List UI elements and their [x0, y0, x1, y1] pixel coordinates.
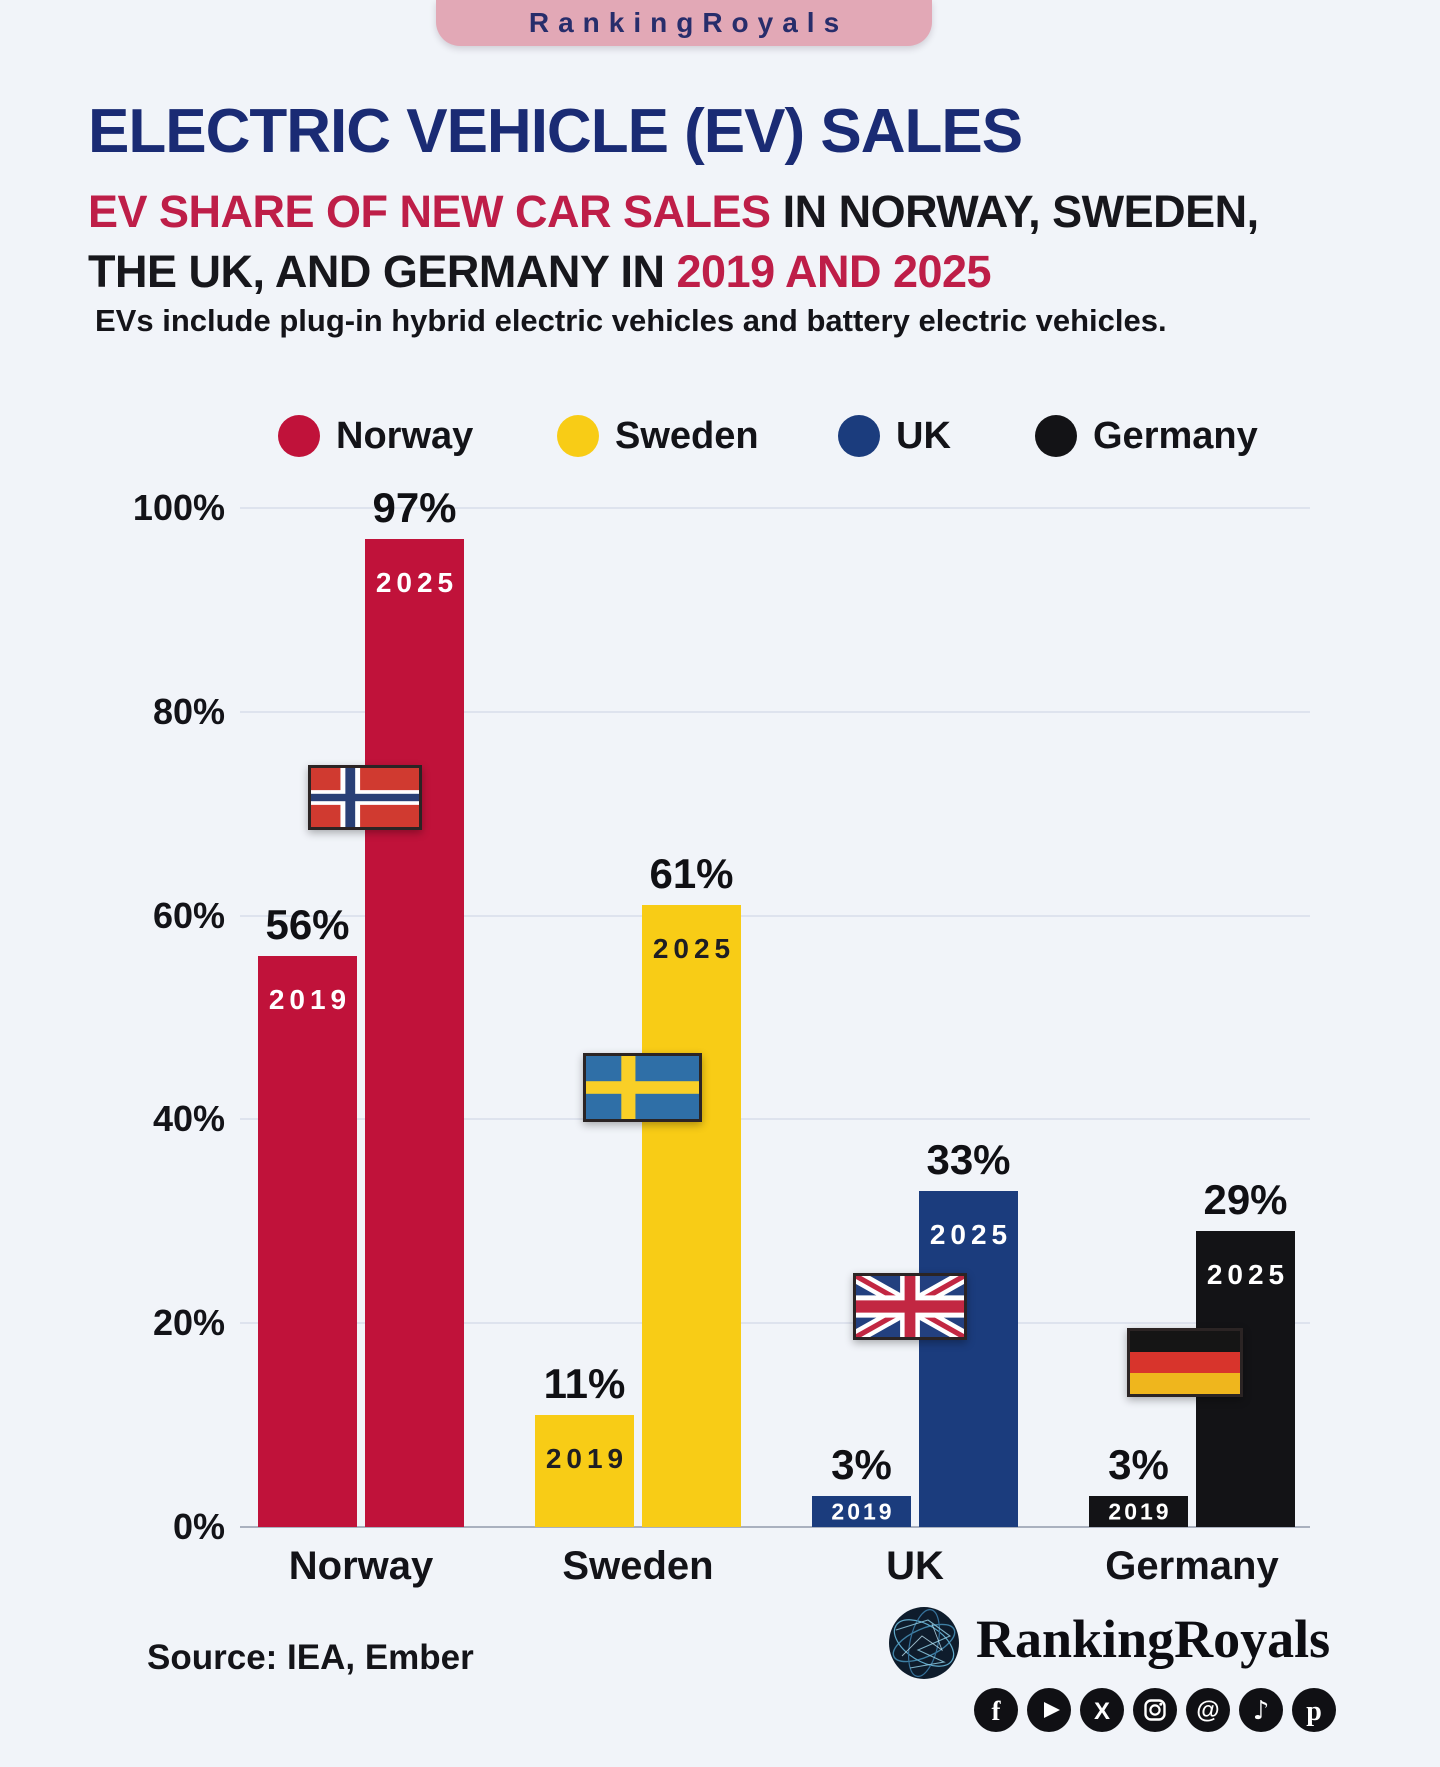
svg-text:p: p	[1306, 1696, 1322, 1727]
bar-year-label: 2019	[268, 984, 352, 1015]
bar-year-label: 2025	[375, 567, 459, 598]
social-links: f X @ ♪ p	[974, 1688, 1336, 1732]
globe-logo-graphic	[889, 1607, 959, 1679]
uk-flag-graphic	[856, 1276, 964, 1337]
source-note: Source: IEA, Ember	[147, 1638, 474, 1677]
bar-sweden-2025: 2025	[642, 905, 741, 1527]
sweden-flag-icon	[583, 1053, 702, 1122]
bar-year-label: 2025	[652, 933, 736, 964]
svg-text:♪: ♪	[1253, 1696, 1270, 1726]
bar-norway-2019: 2019	[258, 956, 357, 1527]
gridline-40	[240, 1118, 1310, 1120]
x-axis-label-norway: Norway	[288, 1544, 434, 1588]
legend-label: Norway	[336, 415, 474, 457]
gridline-100	[240, 507, 1310, 509]
gridline-0	[240, 1526, 1310, 1528]
page-title: ELECTRIC VEHICLE (EV) SALES	[88, 97, 1023, 166]
y-tick-label-80: 80%	[152, 691, 225, 732]
facebook-icon[interactable]: f	[974, 1688, 1018, 1732]
youtube-icon[interactable]	[1027, 1688, 1071, 1732]
x-axis-label-uk: UK	[886, 1544, 944, 1588]
bar-year-label: 2019	[545, 1443, 629, 1474]
globe-logo-icon	[888, 1606, 960, 1680]
bar-value-label-uk-2019: 3%	[831, 1441, 892, 1488]
bar-sweden-2019: 2019	[535, 1415, 634, 1527]
threads-icon[interactable]: @	[1186, 1688, 1230, 1732]
y-tick-label-40: 40%	[152, 1098, 225, 1139]
bar-year-label: 2019	[831, 1498, 895, 1524]
y-tick-label-60: 60%	[152, 895, 225, 936]
bar-uk-2019: 2019	[812, 1496, 911, 1527]
subtitle-highlight-2: 2019 AND 2025	[676, 246, 992, 297]
legend-label: UK	[896, 415, 951, 457]
x-icon[interactable]: X	[1080, 1688, 1124, 1732]
bar-germany-2019: 2019	[1089, 1496, 1188, 1527]
brand-wordmark: RankingRoyals	[976, 1609, 1331, 1669]
subtitle-line-2: THE UK, AND GERMANY IN 2019 AND 2025	[88, 246, 992, 297]
norway-flag-graphic	[311, 768, 419, 827]
bar-value-label-germany-2019: 3%	[1108, 1441, 1169, 1488]
svg-text:f: f	[992, 1696, 1002, 1726]
germany-flag-icon	[1127, 1328, 1243, 1397]
bar-value-label-norway-2025: 97%	[372, 484, 457, 531]
legend-swatch-norway	[278, 415, 320, 457]
subtitle-highlight-1: EV SHARE OF NEW CAR SALES	[88, 186, 771, 237]
legend-item-sweden: Sweden	[557, 414, 759, 458]
y-tick-label-20: 20%	[152, 1302, 225, 1343]
uk-flag-icon	[853, 1273, 967, 1340]
legend-swatch-sweden	[557, 415, 599, 457]
bar-year-label: 2019	[1108, 1498, 1172, 1524]
subtitle-line-1: EV SHARE OF NEW CAR SALES IN NORWAY, SWE…	[88, 186, 1259, 237]
gridline-20	[240, 1322, 1310, 1324]
bar-year-label: 2025	[1206, 1259, 1290, 1290]
bar-value-label-sweden-2019: 11%	[543, 1360, 626, 1407]
bar-uk-2025: 2025	[919, 1191, 1018, 1527]
legend-item-norway: Norway	[278, 414, 473, 458]
gridline-60	[240, 915, 1310, 917]
bar-norway-2025: 2025	[365, 539, 464, 1527]
x-axis-label-germany: Germany	[1105, 1544, 1279, 1588]
germany-flag-graphic	[1130, 1331, 1240, 1394]
y-tick-label-0: 0%	[172, 1506, 225, 1547]
bar-year-label: 2025	[929, 1219, 1013, 1250]
bar-value-label-germany-2025: 29%	[1203, 1176, 1288, 1223]
svg-text:@: @	[1196, 1697, 1219, 1724]
y-tick-label-100: 100%	[132, 487, 225, 528]
norway-flag-icon	[308, 765, 422, 830]
subtitle-plain-1: IN NORWAY, SWEDEN,	[770, 186, 1260, 237]
bar-value-label-norway-2019: 56%	[265, 901, 350, 948]
svg-text:X: X	[1094, 1698, 1110, 1725]
tiktok-icon[interactable]: ♪	[1239, 1688, 1283, 1732]
pinterest-icon[interactable]: p	[1292, 1688, 1336, 1732]
page-subtitle: EV SHARE OF NEW CAR SALES IN NORWAY, SWE…	[88, 182, 1259, 302]
chart-note: EVs include plug-in hybrid electric vehi…	[95, 303, 1167, 338]
legend-item-uk: UK	[838, 414, 951, 458]
gridline-80	[240, 711, 1310, 713]
legend-swatch-germany	[1035, 415, 1077, 457]
legend-label: Sweden	[615, 415, 759, 457]
legend-item-germany: Germany	[1035, 414, 1258, 458]
bar-value-label-sweden-2025: 61%	[649, 850, 734, 897]
brand-badge: RankingRoyals	[436, 0, 932, 46]
sweden-flag-graphic	[586, 1056, 699, 1119]
x-axis-label-sweden: Sweden	[562, 1544, 714, 1588]
brand-badge-label: RankingRoyals	[528, 7, 849, 38]
chart-legend: Norway Sweden UK Germany	[0, 414, 1440, 458]
bar-value-label-uk-2025: 33%	[926, 1136, 1011, 1183]
subtitle-plain-2: THE UK, AND GERMANY IN	[88, 246, 677, 297]
instagram-icon[interactable]	[1133, 1688, 1177, 1732]
legend-label: Germany	[1093, 415, 1258, 457]
legend-swatch-uk	[838, 415, 880, 457]
